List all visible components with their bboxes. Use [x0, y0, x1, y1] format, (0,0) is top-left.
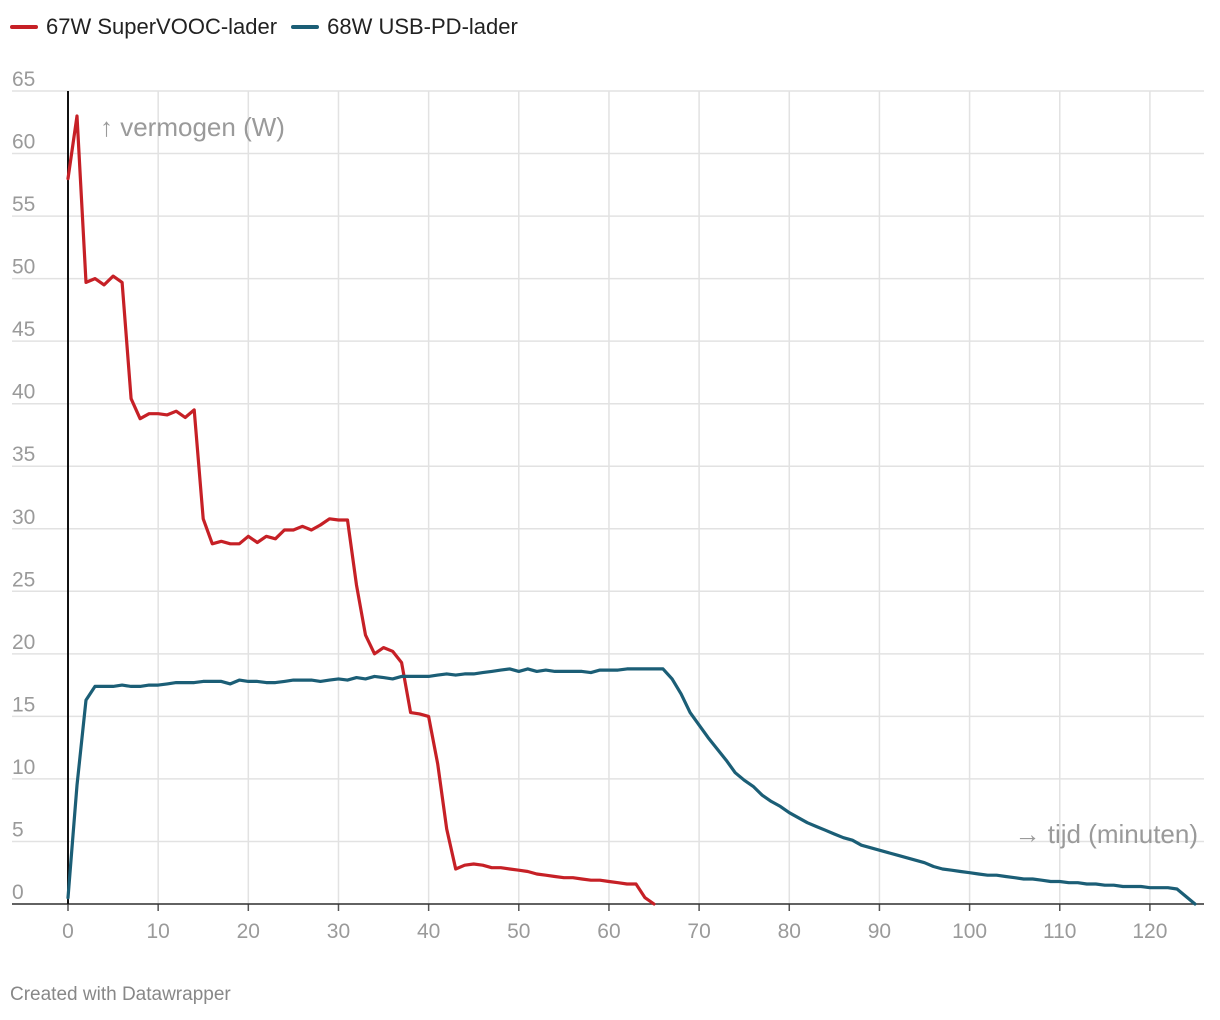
x-tick-label-10: 10: [146, 920, 169, 943]
x-tick-label-90: 90: [868, 920, 891, 943]
legend-item-usb-pd: 68W USB-PD-lader: [291, 14, 518, 40]
y-tick-label-50: 50: [12, 256, 35, 279]
legend-swatch-usb-pd: [291, 25, 320, 29]
y-tick-label-5: 5: [12, 818, 24, 841]
x-tick-label-80: 80: [778, 920, 801, 943]
y-tick-label-15: 15: [12, 693, 35, 716]
x-tick-label-120: 120: [1132, 920, 1167, 943]
legend: 67W SuperVOOC-lader 68W USB-PD-lader: [10, 14, 518, 40]
y-tick-label-10: 10: [12, 756, 35, 779]
x-tick-label-30: 30: [327, 920, 350, 943]
y-tick-label-45: 45: [12, 318, 35, 341]
x-tick-label-100: 100: [952, 920, 987, 943]
x-tick-label-70: 70: [687, 920, 710, 943]
x-tick-label-50: 50: [507, 920, 530, 943]
y-tick-label-65: 65: [12, 68, 35, 91]
y-tick-label-30: 30: [12, 506, 35, 529]
legend-item-supervooc: 67W SuperVOOC-lader: [10, 14, 277, 40]
x-tick-label-60: 60: [597, 920, 620, 943]
y-tick-label-40: 40: [12, 381, 35, 404]
y-tick-label-35: 35: [12, 443, 35, 466]
y-tick-label-60: 60: [12, 131, 35, 154]
x-tick-label-110: 110: [1043, 920, 1076, 943]
y-tick-label-20: 20: [12, 631, 35, 654]
x-tick-label-20: 20: [237, 920, 260, 943]
footer-credit: Created with Datawrapper: [10, 984, 231, 1005]
y-axis-label: ↑ vermogen (W): [100, 112, 285, 142]
legend-swatch-supervooc: [10, 25, 38, 29]
series-line-supervooc: [66, 114, 656, 906]
x-tick-label-0: 0: [62, 920, 74, 943]
series-line-usb-pd: [66, 667, 1197, 906]
x-tick-label-40: 40: [417, 920, 440, 943]
y-tick-label-55: 55: [12, 193, 35, 216]
legend-label-supervooc: 67W SuperVOOC-lader: [46, 14, 278, 39]
x-axis-label: → tijd (minuten): [1015, 819, 1199, 849]
y-tick-label-25: 25: [12, 568, 35, 591]
legend-label-usb-pd: 68W USB-PD-lader: [327, 14, 518, 39]
y-tick-label-0: 0: [12, 881, 24, 904]
